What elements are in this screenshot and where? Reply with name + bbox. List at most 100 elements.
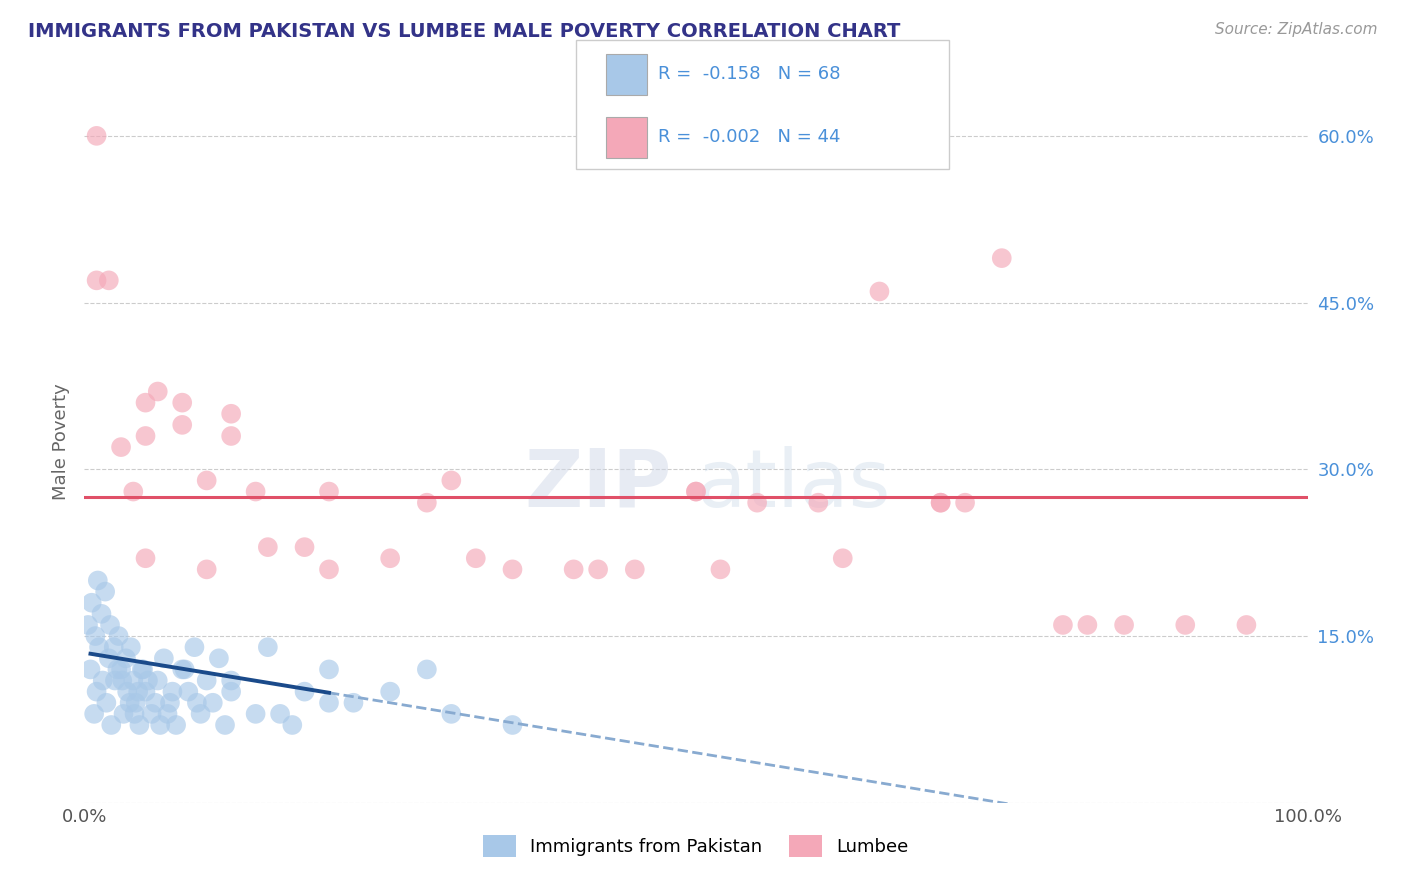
- Text: Source: ZipAtlas.com: Source: ZipAtlas.com: [1215, 22, 1378, 37]
- Point: [153, 651, 176, 665]
- Point: [624, 562, 647, 576]
- Point: [294, 684, 316, 698]
- Point: [195, 673, 218, 688]
- Point: [112, 706, 135, 721]
- Point: [135, 551, 157, 566]
- Point: [135, 684, 157, 698]
- Point: [90, 607, 112, 621]
- Legend: Immigrants from Pakistan, Lumbee: Immigrants from Pakistan, Lumbee: [474, 826, 918, 866]
- Point: [149, 718, 172, 732]
- Point: [77, 618, 100, 632]
- Point: [125, 696, 148, 710]
- Point: [86, 273, 108, 287]
- Point: [929, 496, 952, 510]
- Point: [104, 673, 127, 688]
- Y-axis label: Male Poverty: Male Poverty: [52, 384, 70, 500]
- Point: [124, 706, 146, 721]
- Point: [195, 562, 218, 576]
- Point: [269, 706, 291, 721]
- Point: [173, 662, 195, 676]
- Point: [136, 673, 159, 688]
- Point: [156, 706, 179, 721]
- Point: [214, 718, 236, 732]
- Point: [318, 484, 340, 499]
- Point: [1236, 618, 1258, 632]
- Point: [132, 662, 155, 676]
- Point: [380, 551, 402, 566]
- Point: [177, 684, 200, 698]
- Point: [342, 696, 364, 710]
- Point: [562, 562, 585, 576]
- Point: [416, 662, 439, 676]
- Point: [103, 640, 125, 655]
- Point: [105, 662, 128, 676]
- Point: [1174, 618, 1197, 632]
- Point: [440, 706, 463, 721]
- Point: [115, 684, 138, 698]
- Point: [86, 128, 108, 143]
- Point: [122, 673, 145, 688]
- Point: [380, 684, 402, 698]
- Point: [146, 384, 169, 399]
- Text: R =  -0.158   N = 68: R = -0.158 N = 68: [658, 65, 841, 83]
- Point: [143, 696, 166, 710]
- Point: [219, 429, 242, 443]
- Point: [195, 474, 218, 488]
- Point: [122, 484, 145, 499]
- Point: [159, 696, 181, 710]
- Text: R =  -0.002   N = 44: R = -0.002 N = 44: [658, 128, 841, 146]
- Point: [96, 696, 118, 710]
- Point: [502, 718, 524, 732]
- Point: [86, 684, 108, 698]
- Point: [245, 706, 267, 721]
- Point: [135, 429, 157, 443]
- Point: [172, 662, 194, 676]
- Point: [257, 640, 280, 655]
- Point: [208, 651, 231, 665]
- Point: [586, 562, 609, 576]
- Point: [84, 629, 107, 643]
- Point: [146, 673, 169, 688]
- Point: [807, 496, 830, 510]
- Text: atlas: atlas: [696, 446, 890, 524]
- Point: [83, 706, 105, 721]
- Point: [685, 484, 707, 499]
- Point: [747, 496, 769, 510]
- Point: [685, 484, 707, 499]
- Point: [318, 696, 340, 710]
- Point: [127, 684, 149, 698]
- Point: [94, 584, 117, 599]
- Point: [135, 395, 157, 409]
- Point: [100, 718, 122, 732]
- Point: [929, 496, 952, 510]
- Point: [831, 551, 853, 566]
- Point: [219, 673, 242, 688]
- Point: [183, 640, 205, 655]
- Point: [709, 562, 731, 576]
- Point: [98, 618, 121, 632]
- Point: [502, 562, 524, 576]
- Point: [186, 696, 208, 710]
- Point: [281, 718, 304, 732]
- Point: [97, 273, 120, 287]
- Point: [318, 562, 340, 576]
- Point: [97, 651, 120, 665]
- Point: [1076, 618, 1098, 632]
- Point: [464, 551, 486, 566]
- Text: ZIP: ZIP: [524, 446, 672, 524]
- Point: [172, 395, 194, 409]
- Point: [111, 673, 134, 688]
- Text: IMMIGRANTS FROM PAKISTAN VS LUMBEE MALE POVERTY CORRELATION CHART: IMMIGRANTS FROM PAKISTAN VS LUMBEE MALE …: [28, 22, 900, 41]
- Point: [416, 496, 439, 510]
- Point: [165, 718, 187, 732]
- Point: [128, 718, 150, 732]
- Point: [79, 662, 101, 676]
- Point: [219, 684, 242, 698]
- Point: [162, 684, 184, 698]
- Point: [201, 696, 224, 710]
- Point: [107, 629, 129, 643]
- Point: [91, 673, 114, 688]
- Point: [110, 440, 132, 454]
- Point: [141, 706, 163, 721]
- Point: [118, 696, 141, 710]
